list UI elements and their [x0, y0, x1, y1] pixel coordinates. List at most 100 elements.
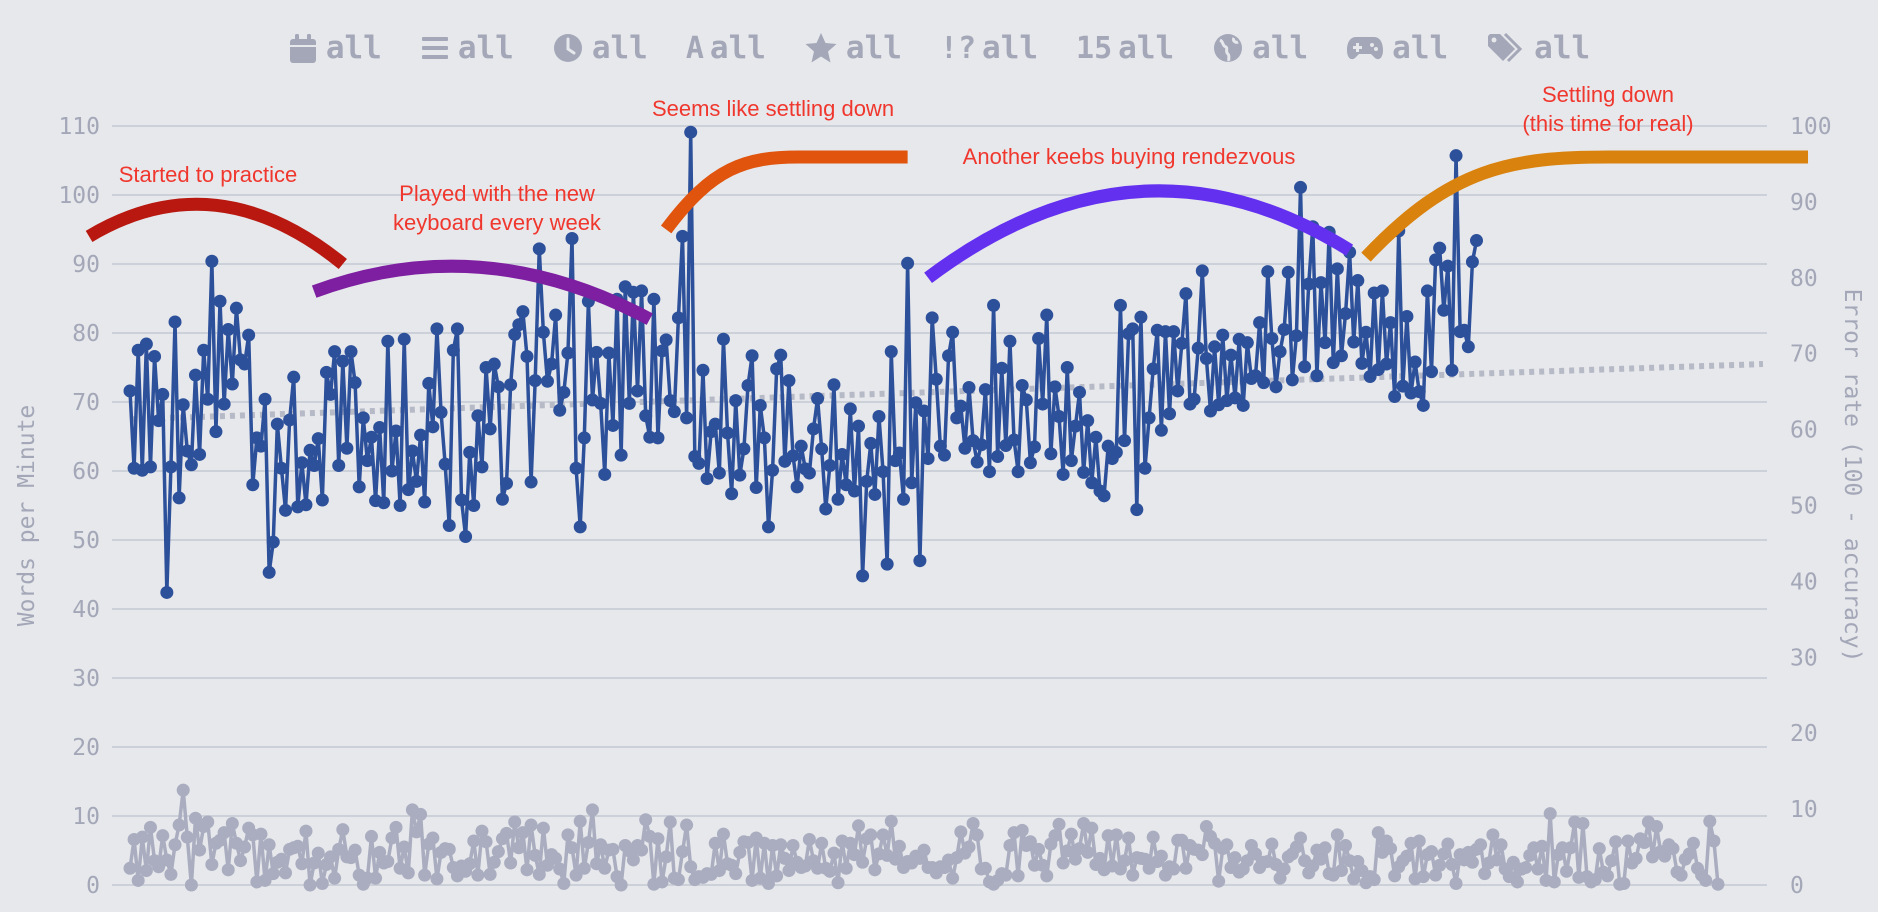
wpm-point — [1441, 259, 1455, 273]
wpm-point — [401, 483, 415, 497]
wpm-point — [684, 125, 698, 139]
error-rate-point — [336, 823, 350, 837]
wpm-point — [409, 474, 423, 488]
wpm-point — [909, 396, 923, 410]
y-tick-left-20: 20 — [72, 735, 100, 761]
filter-globe[interactable]: all — [1212, 30, 1308, 66]
error-rate-point — [606, 842, 620, 856]
error-rate-point — [180, 830, 194, 844]
wpm-point — [745, 349, 759, 363]
error-rate-point — [1199, 820, 1213, 834]
wpm-point — [577, 431, 591, 445]
error-rate-point — [843, 836, 857, 850]
filter-punctuation[interactable]: !? all — [940, 30, 1038, 66]
error-rate-point — [729, 867, 743, 881]
y-tick-left-50: 50 — [72, 528, 100, 554]
error-rate-point — [651, 832, 665, 846]
wpm-point — [1310, 369, 1324, 383]
y-tick-left-40: 40 — [72, 597, 100, 623]
annotation-text: Played with the new — [399, 181, 595, 206]
error-rate-point — [143, 820, 157, 834]
wpm-point — [1163, 407, 1177, 421]
wpm-point — [1118, 434, 1132, 448]
wpm-point — [913, 554, 927, 568]
wpm-point — [176, 398, 190, 412]
wpm-point — [667, 405, 681, 419]
filter-numbers[interactable]: 15 all — [1076, 30, 1174, 66]
filter-clock[interactable]: all — [552, 30, 648, 66]
error-rate-point — [1228, 851, 1242, 865]
error-rate-point — [1543, 807, 1557, 821]
error-rate-point — [487, 855, 501, 869]
wpm-point — [1019, 393, 1033, 407]
error-rate-point — [1474, 838, 1488, 852]
error-rate-point — [876, 828, 890, 842]
error-rate-point — [1036, 858, 1050, 872]
filter-star[interactable]: all — [804, 30, 902, 66]
wpm-point — [872, 409, 886, 423]
wpm-point — [987, 298, 1001, 312]
error-rate-point — [1154, 849, 1168, 863]
error-rate-point — [414, 807, 428, 821]
error-rate-point — [1547, 875, 1561, 889]
wpm-point — [1294, 180, 1308, 194]
wpm-point — [1167, 325, 1181, 339]
wpm-point — [450, 322, 464, 336]
wpm-point — [246, 478, 260, 492]
error-rate-point — [1637, 835, 1651, 849]
error-rate-point — [1122, 831, 1136, 845]
wpm-point — [1465, 255, 1479, 269]
y-tick-right-30: 30 — [1790, 645, 1818, 671]
wpm-point — [213, 294, 227, 308]
wpm-point — [188, 368, 202, 382]
error-rate-point — [295, 857, 309, 871]
error-rate-point — [291, 839, 305, 853]
wpm-point — [892, 446, 906, 460]
filter-gamepad[interactable]: all — [1346, 30, 1448, 66]
y-tick-left-0: 0 — [86, 873, 100, 899]
wpm-point — [1461, 340, 1475, 354]
wpm-point — [827, 378, 841, 392]
error-rate-point — [1682, 847, 1696, 861]
error-rate-point — [491, 845, 505, 859]
wpm-point — [741, 378, 755, 392]
annotation-text: Another keebs buying rendezvous — [963, 144, 1296, 169]
filter-tags[interactable]: all — [1486, 30, 1590, 66]
error-rate-point — [1412, 834, 1426, 848]
wpm-point — [516, 305, 530, 319]
wpm-point — [1011, 465, 1025, 479]
filter-label: all — [1534, 30, 1591, 66]
error-rate-point — [369, 871, 383, 885]
wpm-point — [1298, 360, 1312, 374]
wpm-point — [430, 322, 444, 336]
wpm-point — [712, 466, 726, 480]
list-icon — [420, 33, 458, 63]
wpm-point — [467, 499, 481, 512]
error-rate-point — [782, 864, 796, 878]
error-rate-point — [315, 876, 329, 890]
error-rate-point — [1674, 868, 1688, 882]
error-rate-point — [1588, 873, 1602, 887]
filter-calendar[interactable]: all — [288, 30, 382, 66]
wpm-point — [491, 380, 505, 394]
wpm-point — [1261, 265, 1275, 279]
wpm-point — [786, 449, 800, 463]
wpm-point — [201, 392, 215, 406]
wpm-point — [655, 344, 669, 358]
error-rate-point — [135, 830, 149, 844]
error-rate-point — [839, 861, 853, 875]
error-rate-point — [1118, 854, 1132, 868]
error-rate-point — [500, 826, 514, 840]
error-rate-point — [1650, 820, 1664, 834]
wpm-point — [823, 458, 837, 472]
wpm-point — [937, 448, 951, 462]
wpm-point — [1470, 234, 1484, 248]
error-rate-point — [1711, 877, 1725, 891]
filter-list[interactable]: all — [420, 30, 514, 66]
wpm-line — [128, 130, 1479, 595]
wpm-point — [279, 503, 293, 517]
error-rate-point — [225, 817, 239, 831]
filter-label: all — [325, 30, 382, 66]
